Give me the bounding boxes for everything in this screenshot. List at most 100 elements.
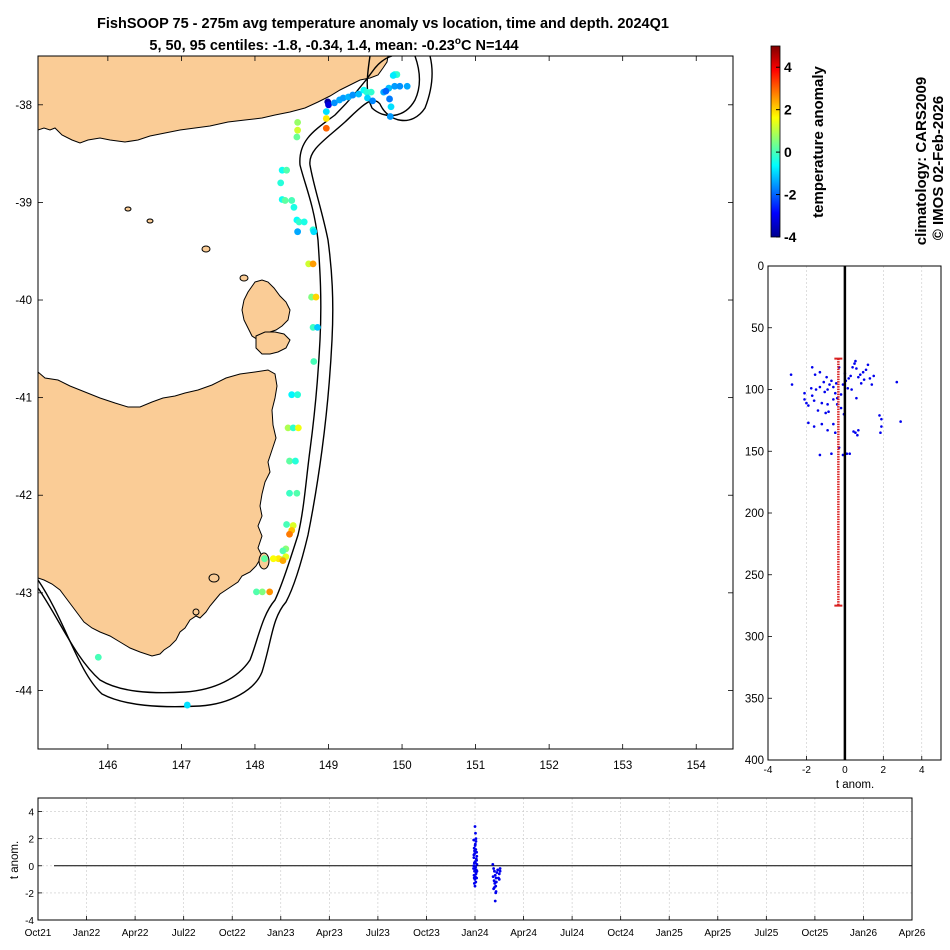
- depth-data-point: [878, 414, 881, 417]
- depth-data-point: [855, 396, 858, 400]
- depth-data-point: [880, 417, 883, 421]
- time-data-point: [494, 880, 498, 884]
- depth-data-point: [818, 385, 822, 389]
- depth-background: [768, 266, 941, 760]
- time-data-point: [474, 839, 478, 843]
- depth-data-point: [834, 382, 838, 385]
- map-x-tick-label: 148: [245, 760, 264, 772]
- time-x-tick-label: Oct22: [219, 928, 246, 939]
- depth-data-point: [814, 388, 818, 391]
- colorbar-tick-label: 0: [784, 144, 792, 160]
- map-data-point: [294, 391, 302, 399]
- depth-y-tick-label: 150: [745, 446, 764, 458]
- depth-data-point: [832, 385, 835, 389]
- colorbar-tick-label: 2: [784, 102, 792, 118]
- map-data-point: [300, 218, 308, 226]
- time-data-point: [473, 849, 476, 853]
- depth-data-point: [850, 388, 853, 391]
- depth-data-point: [853, 362, 856, 365]
- depth-x-tick-label: 2: [881, 765, 887, 776]
- depth-data-point: [832, 422, 835, 426]
- time-data-point: [475, 858, 479, 862]
- time-data-point: [493, 886, 496, 889]
- time-y-tick-label: -2: [25, 889, 34, 900]
- time-data-point: [472, 876, 476, 880]
- depth-x-axis: -4 -2 0 2 4: [764, 756, 925, 776]
- time-data-point: [491, 875, 495, 879]
- time-data-point: [472, 856, 476, 860]
- flinders-island: [241, 279, 291, 341]
- colorbar-tick-label: -2: [784, 187, 797, 203]
- map-data-point: [386, 95, 393, 103]
- map-y-axis: -38 -39 -40 -41 -42 -43 -44: [15, 100, 733, 697]
- depth-data-points: [789, 359, 902, 457]
- time-y-tick-label: 4: [28, 808, 34, 819]
- map-data-point: [396, 82, 404, 90]
- time-data-point: [497, 877, 501, 881]
- depth-data-point: [789, 373, 793, 376]
- depth-y-tick-label: 350: [745, 693, 764, 705]
- credit-copyright: © IMOS 02-Feb-2026: [930, 96, 947, 240]
- time-x-tick-label: Jan26: [850, 928, 878, 939]
- depth-data-point: [857, 428, 860, 432]
- map-data-point: [283, 521, 290, 528]
- map-data-point: [295, 218, 303, 226]
- time-data-point: [498, 869, 502, 873]
- depth-data-point: [880, 425, 883, 428]
- time-x-tick-label: Jul24: [560, 928, 584, 939]
- time-x-tick-label: Oct24: [607, 928, 634, 939]
- time-x-tick-label: Jul25: [754, 928, 778, 939]
- depth-data-point: [856, 433, 859, 437]
- depth-data-point: [830, 379, 833, 383]
- depth-data-point: [845, 452, 849, 456]
- credit-climatology: climatology: CARS2009: [913, 77, 930, 245]
- map-data-point: [279, 557, 287, 565]
- depth-data-point: [841, 383, 845, 386]
- depth-data-point: [879, 431, 882, 435]
- map-y-tick-label: -40: [15, 295, 32, 307]
- time-data-point: [472, 838, 476, 842]
- depth-data-point: [861, 370, 865, 374]
- time-data-point: [475, 869, 479, 873]
- depth-data-point: [854, 431, 857, 435]
- map-data-point: [281, 197, 289, 204]
- depth-data-point: [841, 453, 845, 457]
- colorbar-ticks: -4 -2 0 2 4: [776, 59, 797, 245]
- time-x-tick-label: Apr26: [899, 928, 926, 939]
- time-x-tick-label: Jul22: [172, 928, 196, 939]
- depth-data-point: [803, 398, 806, 401]
- depth-data-point: [895, 380, 899, 384]
- depth-x-tick-label: -2: [802, 765, 811, 776]
- depth-data-point: [866, 363, 870, 367]
- colorbar-label: temperature anomaly: [810, 65, 827, 217]
- time-data-point: [493, 899, 497, 903]
- depth-y-tick-label: 50: [751, 323, 764, 335]
- colorbar: -4 -2 0 2 4 temperature anomaly: [770, 45, 827, 245]
- contour-inner: [38, 56, 421, 694]
- depth-data-point: [855, 367, 858, 370]
- map-data-point: [322, 124, 330, 132]
- map-data-point: [183, 701, 191, 709]
- map-data-point: [288, 391, 296, 399]
- depth-data-point: [859, 382, 863, 385]
- mainland-landmass: [38, 56, 389, 144]
- time-y-label: t anom.: [9, 841, 21, 879]
- map-data-point: [293, 133, 301, 141]
- time-data-point: [474, 872, 478, 876]
- small-island: [124, 206, 132, 212]
- map-data-point: [364, 94, 371, 102]
- depth-data-point: [805, 401, 808, 405]
- chart-title: FishSOOP 75 - 275m avg temperature anoma…: [97, 16, 669, 32]
- map-data-point: [289, 424, 297, 432]
- map-data-point: [253, 588, 260, 596]
- time-data-point: [475, 850, 479, 854]
- depth-data-point: [827, 410, 830, 414]
- time-x-tick-label: Jan22: [73, 928, 101, 939]
- depth-data-point: [847, 377, 851, 380]
- depth-x-tick-label: 4: [919, 765, 925, 776]
- map-data-point: [389, 72, 397, 79]
- depth-range-bar: [834, 357, 843, 607]
- small-island: [239, 274, 249, 282]
- depth-data-point: [858, 373, 862, 376]
